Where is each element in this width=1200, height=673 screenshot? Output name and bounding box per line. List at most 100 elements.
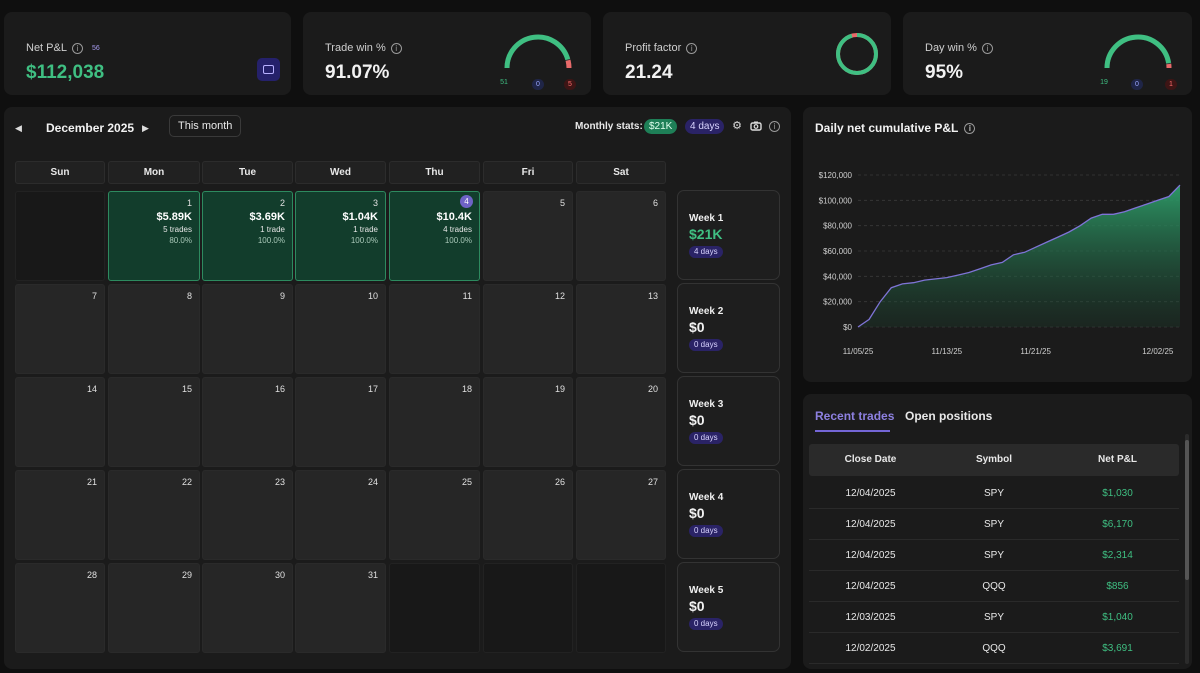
prev-month-icon[interactable]: ◀ — [15, 123, 22, 133]
calendar-day-cell[interactable]: 11 — [389, 284, 480, 374]
day-number: 5 — [559, 198, 565, 208]
calendar-day-cell[interactable]: 4 $10.4K 4 trades 100.0% — [389, 191, 480, 281]
day-number: 13 — [647, 291, 658, 301]
calendar-day-cell[interactable]: 29 — [108, 563, 200, 653]
day-number: 27 — [647, 477, 658, 487]
calendar-day-cell[interactable]: 3 $1.04K 1 trade 100.0% — [295, 191, 386, 281]
calendar-day-cell[interactable]: 24 — [295, 470, 386, 560]
calendar-day-cell[interactable]: 20 — [576, 377, 666, 467]
calendar-day-cell[interactable]: 15 — [108, 377, 200, 467]
gear-icon[interactable]: ⚙ — [732, 120, 742, 132]
week-summary-card[interactable]: Week 3 $0 0 days — [677, 376, 780, 466]
calendar-day-cell[interactable]: 2 $3.69K 1 trade 100.0% — [202, 191, 293, 281]
info-icon[interactable]: i — [964, 122, 976, 134]
calendar-day-cell[interactable]: 14 — [15, 377, 105, 467]
calendar-day-cell[interactable]: 16 — [202, 377, 293, 467]
next-month-icon[interactable]: ▶ — [142, 123, 149, 133]
column-close-date[interactable]: Close Date — [844, 454, 897, 465]
calendar-day-cell[interactable]: 26 — [483, 470, 573, 560]
day-win-rate: 80.0% — [169, 236, 192, 245]
calendar-day-cell[interactable]: 7 — [15, 284, 105, 374]
net-pnl-value: $112,038 — [26, 62, 105, 83]
calendar-day-cell[interactable]: 12 — [483, 284, 573, 374]
calendar-empty-cell — [389, 563, 480, 653]
weekday-header: Sat — [576, 161, 666, 184]
calendar-day-cell[interactable]: 25 — [389, 470, 480, 560]
info-icon[interactable]: i — [71, 42, 83, 54]
day-win-rate: 100.0% — [350, 236, 378, 245]
trade-win-title: Trade win % i — [325, 42, 402, 54]
calendar-day-cell[interactable]: 8 — [108, 284, 200, 374]
calendar-day-cell[interactable]: 5 — [483, 191, 573, 281]
gauge-win-arc — [504, 34, 571, 69]
week-summary-card[interactable]: Week 1 $21K 4 days — [677, 190, 780, 280]
weekday-header: Sun — [15, 161, 105, 184]
calendar-day-cell[interactable]: 13 — [576, 284, 666, 374]
week-summary-card[interactable]: Week 4 $0 0 days — [677, 469, 780, 559]
week-summary-card[interactable]: Week 2 $0 0 days — [677, 283, 780, 373]
day-pnl: $5.89K — [156, 211, 192, 223]
calendar-day-cell[interactable]: 23 — [202, 470, 293, 560]
tab-recent-trades[interactable]: Recent trades — [815, 409, 895, 423]
net-pnl-title: Net P&L i 56 — [26, 42, 100, 54]
week-days-badge: 4 days — [689, 246, 723, 258]
week-pnl: $0 — [689, 598, 705, 614]
calendar-day-cell[interactable]: 19 — [483, 377, 573, 467]
trades-scroll-thumb[interactable] — [1185, 440, 1189, 580]
day-number: 20 — [647, 384, 658, 394]
calendar-day-cell[interactable]: 27 — [576, 470, 666, 560]
day-win-rate: 100.0% — [257, 236, 285, 245]
tab-open-positions[interactable]: Open positions — [905, 409, 993, 423]
calendar-day-cell[interactable]: 9 — [202, 284, 293, 374]
calendar-day-cell[interactable]: 22 — [108, 470, 200, 560]
day-number: 2 — [279, 198, 285, 208]
calendar-day-cell[interactable]: 28 — [15, 563, 105, 653]
calendar-day-cell[interactable]: 1 $5.89K 5 trades 80.0% — [108, 191, 200, 281]
gauge-win-arc — [1104, 34, 1172, 69]
day-number: 26 — [554, 477, 565, 487]
calendar-day-cell[interactable]: 31 — [295, 563, 386, 653]
calendar-day-cell[interactable]: 10 — [295, 284, 386, 374]
calendar-empty-cell — [483, 563, 573, 653]
info-icon[interactable]: i — [981, 42, 993, 54]
info-icon[interactable]: i — [390, 42, 402, 54]
ring-win — [836, 33, 878, 75]
week-pnl: $21K — [689, 226, 723, 242]
this-month-button[interactable]: This month — [169, 115, 242, 137]
table-row[interactable]: 12/02/2025 QQQ $3,691 — [809, 633, 1179, 664]
info-icon[interactable]: i — [686, 42, 698, 54]
calendar-day-cell[interactable]: 17 — [295, 377, 386, 467]
day-number: 24 — [367, 477, 378, 487]
trades-list-icon — [263, 65, 274, 74]
month-label: December 2025 — [46, 121, 135, 135]
day-number: 6 — [652, 198, 658, 208]
day-number: 18 — [461, 384, 472, 394]
calendar-info-icon[interactable]: i — [769, 121, 780, 132]
profit-factor-value: 21.24 — [625, 62, 673, 83]
cell-close-date: 12/04/2025 — [845, 519, 896, 530]
weekday-header: Tue — [202, 161, 293, 184]
table-row[interactable]: 12/04/2025 SPY $6,170 — [809, 509, 1179, 540]
table-row[interactable]: 12/04/2025 SPY $2,314 — [809, 540, 1179, 571]
calendar-day-cell[interactable]: 6 — [576, 191, 666, 281]
table-row[interactable]: 12/04/2025 SPY $1,030 — [809, 478, 1179, 509]
day-number: 23 — [274, 477, 285, 487]
trades-list-button[interactable] — [257, 58, 280, 81]
week-summary-card[interactable]: Week 5 $0 0 days — [677, 562, 780, 652]
y-tick-label: $80,000 — [823, 222, 852, 231]
calendar-day-cell[interactable]: 21 — [15, 470, 105, 560]
calendar-day-cell[interactable]: 18 — [389, 377, 480, 467]
day-pnl: $10.4K — [436, 211, 472, 223]
calendar-day-cell[interactable]: 30 — [202, 563, 293, 653]
camera-icon[interactable] — [750, 120, 762, 132]
day-number: 19 — [554, 384, 565, 394]
calendar-header: ◀ December 2025 ▶ This month Monthly sta… — [4, 107, 791, 147]
column-net-pnl[interactable]: Net P&L — [1098, 454, 1137, 465]
trade-win-gauge — [504, 34, 572, 69]
cell-symbol: SPY — [983, 612, 1004, 623]
table-row[interactable]: 12/03/2025 SPY $1,040 — [809, 602, 1179, 633]
column-symbol[interactable]: Symbol — [975, 454, 1013, 465]
y-tick-label: $40,000 — [823, 272, 852, 281]
table-row[interactable]: 12/04/2025 QQQ $856 — [809, 571, 1179, 602]
day-number: 1 — [186, 198, 192, 208]
